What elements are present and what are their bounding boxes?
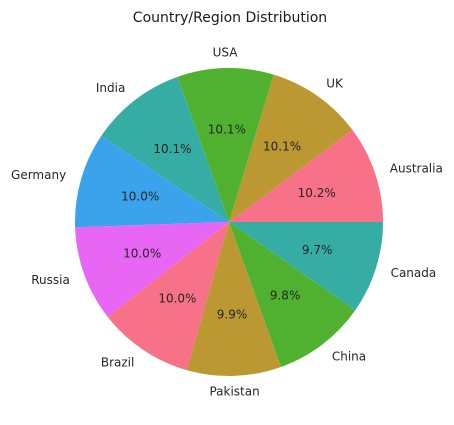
pct-label-usa: 10.1% [208, 123, 246, 137]
pie-slice-pakistan [186, 222, 281, 376]
category-label-brazil: Brazil [101, 356, 135, 370]
category-label-canada: Canada [391, 266, 437, 280]
pct-label-germany: 10.0% [121, 189, 159, 203]
category-label-india: India [96, 81, 125, 95]
category-label-russia: Russia [31, 273, 70, 287]
pie-slice-india [101, 76, 229, 222]
pie-slice-russia [75, 222, 229, 317]
pie-slice-germany [74, 135, 229, 228]
pct-label-pakistan: 9.9% [217, 307, 248, 321]
pie-slice-usa [177, 68, 274, 222]
pie-slice-canada [229, 222, 383, 311]
chart-title: Country/Region Distribution [133, 10, 327, 26]
percentage-labels: 10.2% 10.1% 10.1% 10.1% 10.0% 10.0% 10.0% 9.9% 9… [121, 123, 336, 322]
pie-slice-australia [229, 129, 383, 222]
pie-slices [74, 68, 383, 376]
pct-label-uk: 10.1% [263, 139, 301, 153]
category-label-australia: Australia [390, 162, 443, 176]
pct-label-china: 9.8% [270, 288, 301, 302]
pct-label-australia: 10.2% [298, 186, 336, 200]
category-label-china: China [332, 350, 366, 364]
pie-slice-brazil [107, 222, 229, 371]
category-labels: Australia UK USA India Germany Russia Brazil Pa… [11, 46, 443, 399]
pct-label-canada: 9.7% [302, 243, 333, 257]
category-label-pakistan: Pakistan [209, 384, 259, 398]
pie-slice-china [229, 222, 356, 367]
pct-label-russia: 10.0% [123, 247, 161, 261]
pct-label-india: 10.1% [153, 142, 191, 156]
category-label-germany: Germany [11, 168, 66, 182]
category-label-usa: USA [213, 46, 239, 60]
pie-slice-uk [229, 74, 353, 222]
category-label-uk: UK [326, 76, 344, 90]
pct-label-brazil: 10.0% [158, 292, 196, 306]
